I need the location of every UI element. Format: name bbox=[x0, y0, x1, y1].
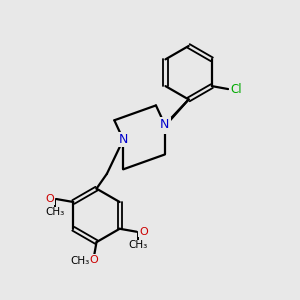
Text: N: N bbox=[160, 118, 170, 131]
Text: O: O bbox=[45, 194, 54, 204]
Text: N: N bbox=[160, 120, 170, 133]
Text: N: N bbox=[118, 133, 128, 146]
Text: O: O bbox=[139, 227, 148, 237]
Text: Cl: Cl bbox=[230, 82, 242, 96]
Text: O: O bbox=[89, 255, 98, 265]
Text: CH₃: CH₃ bbox=[45, 207, 64, 218]
Text: CH₃: CH₃ bbox=[70, 256, 90, 266]
Text: CH₃: CH₃ bbox=[128, 240, 148, 250]
